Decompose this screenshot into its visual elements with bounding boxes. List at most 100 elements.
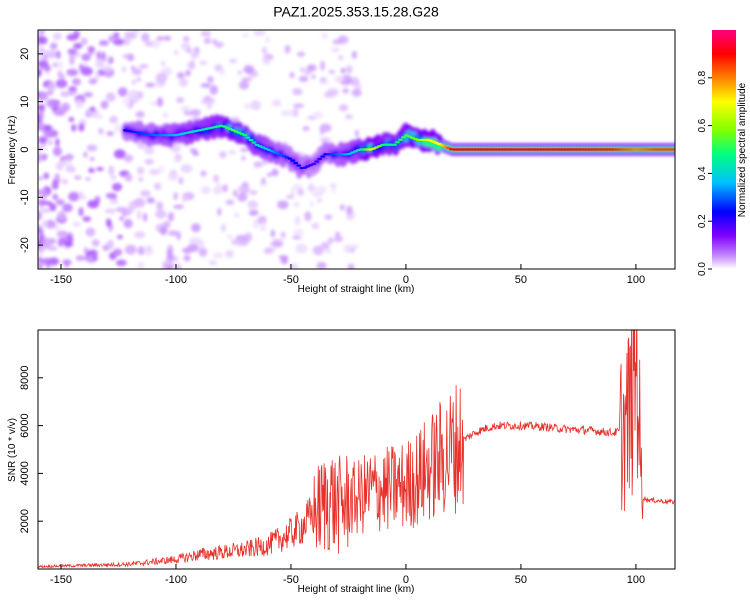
- spectrogram-noise-blob: [88, 78, 98, 85]
- spectrogram-noise-blob: [61, 102, 71, 112]
- spectrogram-noise-blob: [207, 104, 212, 110]
- spectrogram-noise-blob: [155, 72, 168, 83]
- spectrogram-ridge-core: [296, 164, 302, 167]
- spectrogram-x-tick-label: -150: [50, 274, 72, 286]
- spectrogram-noise-blob: [285, 194, 295, 199]
- spectrogram-noise-blob: [108, 35, 115, 42]
- spectrogram-noise-blob: [294, 216, 301, 226]
- spectrogram-noise-blob: [175, 263, 182, 269]
- spectrogram-noise-blob: [38, 91, 48, 101]
- spectrogram-noise-blob: [137, 261, 145, 269]
- spectrogram-noise-blob: [330, 47, 340, 53]
- spectrogram-noise-blob: [339, 35, 345, 45]
- spectrogram-noise-blob: [138, 176, 144, 182]
- spectrogram-noise-blob: [219, 151, 227, 159]
- spectrogram-noise-blob: [93, 113, 104, 120]
- spectrogram-noise-blob: [159, 226, 168, 236]
- colorbar-label: Normalized spectral amplitude: [737, 82, 748, 217]
- chart-title: PAZ1.2025.353.15.28.G28: [273, 4, 439, 20]
- snr-series-line: [38, 330, 675, 569]
- spectrogram-noise-blob: [167, 172, 179, 181]
- spectrogram-noise-blob: [315, 185, 327, 194]
- snr-x-label: Height of straight line (km): [298, 584, 415, 595]
- spectrogram-noise-blob: [87, 46, 95, 53]
- spectrogram-noise-blob: [292, 107, 299, 118]
- spectrogram-noise-blob: [67, 48, 77, 55]
- spectrogram-noise-blob: [109, 175, 117, 180]
- spectrogram-noise-blob: [80, 66, 93, 76]
- spectrogram-noise-blob: [337, 55, 344, 60]
- spectrogram-noise-blob: [237, 70, 243, 75]
- spectrogram-y-tick-label: 0: [19, 146, 31, 152]
- spectrogram-noise-blob: [140, 190, 151, 197]
- spectrogram-noise-blob: [200, 186, 211, 194]
- spectrogram-noise-blob: [343, 244, 353, 253]
- spectrogram-noise-blob: [192, 151, 200, 156]
- spectrogram-noise-blob: [133, 199, 140, 204]
- spectrogram-noise-blob: [80, 37, 88, 46]
- spectrogram-noise-blob: [298, 75, 309, 82]
- spectrogram-noise-blob: [248, 209, 259, 216]
- spectrogram-noise-blob: [38, 189, 48, 196]
- spectrogram-noise-blob: [178, 176, 184, 185]
- spectrogram-noise-blob: [190, 49, 199, 60]
- spectrogram-noise-blob: [261, 177, 266, 184]
- spectrogram-noise-blob: [65, 165, 76, 173]
- spectrogram-noise-blob: [302, 126, 310, 132]
- spectrogram-noise-blob: [68, 191, 80, 202]
- colorbar-axis: 0.0 0.2 0.4 0.6 0.8: [697, 70, 712, 276]
- spectrogram-noise-blob: [48, 140, 53, 145]
- spectrogram-noise-blob: [319, 79, 329, 85]
- spectrogram-noise-blob: [98, 40, 109, 46]
- spectrogram-noise-blob: [114, 123, 122, 133]
- spectrogram-noise-blob: [64, 153, 74, 161]
- spectrogram-ridge-core: [293, 161, 299, 165]
- spectrogram-noise-blob: [183, 254, 191, 262]
- spectrogram-noise-blob: [354, 129, 360, 138]
- spectrogram-noise-blob: [86, 249, 98, 257]
- spectrogram-noise-blob: [271, 100, 282, 107]
- spectrogram-noise-blob: [219, 67, 225, 76]
- spectrogram-noise-blob: [41, 220, 48, 228]
- spectrogram-noise-blob: [253, 161, 263, 168]
- spectrogram-noise-blob: [153, 182, 162, 191]
- spectrogram-noise-blob: [38, 263, 43, 269]
- spectrogram-x-tick-label: 100: [627, 274, 645, 286]
- spectrogram-noise-blob: [55, 198, 65, 206]
- spectrogram-noise-blob: [225, 199, 235, 205]
- spectrogram-noise-blob: [51, 181, 59, 190]
- spectrogram-noise-blob: [105, 208, 113, 214]
- spectrogram-noise-blob: [75, 99, 84, 110]
- spectrogram-noise-blob: [203, 37, 212, 45]
- spectrogram-noise-blob: [226, 234, 233, 239]
- spectrogram-noise-blob: [43, 172, 50, 180]
- spectrogram-noise-blob: [38, 154, 43, 163]
- spectrogram-noise-blob: [332, 39, 341, 45]
- spectrogram-noise-blob: [58, 60, 63, 71]
- spectrogram-noise-blob: [53, 109, 66, 116]
- spectrogram-noise-blob: [69, 55, 75, 66]
- spectrogram-noise-blob: [340, 80, 352, 86]
- spectrogram-noise-blob: [282, 256, 288, 262]
- spectrogram-noise-blob: [66, 68, 79, 77]
- spectrogram-noise-blob: [261, 221, 266, 230]
- spectrogram-noise-blob: [174, 49, 179, 56]
- spectrogram-noise-blob: [47, 246, 58, 251]
- spectrogram-noise-blob: [138, 64, 149, 69]
- spectrogram-noise-blob: [189, 109, 201, 117]
- spectrogram-ridge-core: [242, 133, 248, 137]
- spectrogram-noise-blob: [295, 243, 308, 254]
- spectrogram-noise-blob: [174, 255, 179, 263]
- spectrogram-noise-blob: [325, 248, 331, 254]
- spectrogram-noise-blob: [292, 88, 303, 96]
- spectrogram-noise-blob: [121, 66, 127, 73]
- spectrogram-ridge-core: [311, 162, 317, 166]
- spectrogram-noise-blob: [166, 265, 173, 269]
- spectrogram-noise-blob: [331, 185, 337, 193]
- spectrogram-noise-blob: [213, 174, 219, 183]
- spectrogram-noise-blob: [83, 91, 93, 98]
- spectrogram-noise-blob: [182, 36, 190, 42]
- spectrogram-noise-blob: [220, 223, 226, 233]
- spectrogram-noise-blob: [75, 255, 85, 262]
- spectrogram-noise-blob: [38, 249, 43, 257]
